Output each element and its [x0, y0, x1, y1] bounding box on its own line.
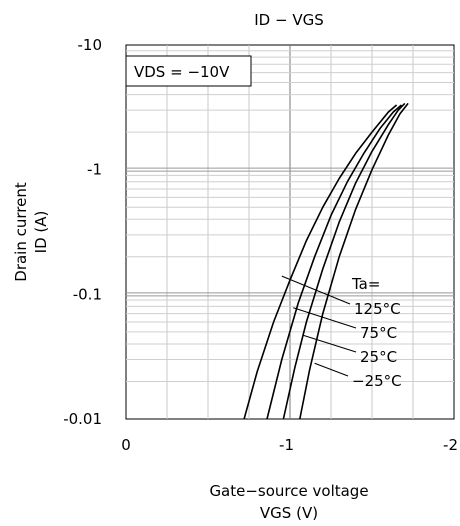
- label-leader-line: [302, 334, 357, 353]
- y-tick-label: -1: [87, 161, 102, 179]
- x-axis-label-line2: VGS (V): [260, 504, 318, 522]
- plot-area: [125, 44, 455, 420]
- series-line: [243, 104, 398, 420]
- series-label: 125°C: [354, 300, 401, 318]
- label-leader-line: [281, 275, 351, 305]
- y-tick-label: -0.01: [63, 410, 102, 428]
- series-label: 25°C: [360, 348, 397, 366]
- y-axis-label-line2: ID (A): [32, 211, 50, 254]
- y-axis-label-line1: Drain current: [12, 182, 30, 282]
- grid: [126, 45, 454, 419]
- y-tick-label: -10: [78, 36, 103, 54]
- y-tick-label: -0.1: [73, 285, 102, 303]
- x-tick-label: -1: [279, 436, 294, 454]
- condition-box: VDS = −10V: [125, 55, 252, 87]
- y-tick-labels: -10 -1 -0.1 -0.01: [63, 36, 102, 428]
- x-axis-label-line1: Gate−source voltage: [209, 482, 368, 500]
- x-tick-label: -2: [443, 436, 458, 454]
- series-label: −25°C: [352, 372, 402, 390]
- x-tick-label: 0: [121, 436, 131, 454]
- series-label: 75°C: [360, 324, 397, 342]
- x-tick-labels: 0 -1 -2: [121, 436, 458, 454]
- series-line: [282, 102, 406, 420]
- legend-title: Ta=: [351, 275, 380, 293]
- series-lines: [243, 102, 409, 420]
- label-leader-line: [314, 362, 349, 377]
- label-leader-lines: [281, 275, 357, 377]
- series-line: [266, 104, 403, 420]
- condition-text: VDS = −10V: [134, 63, 230, 81]
- condition-box-frame: [125, 55, 252, 87]
- label-leader-line: [293, 307, 357, 329]
- chart-title: ID − VGS: [254, 11, 324, 29]
- series-line: [299, 102, 409, 420]
- series-labels: 125°C 75°C 25°C −25°C: [352, 300, 402, 390]
